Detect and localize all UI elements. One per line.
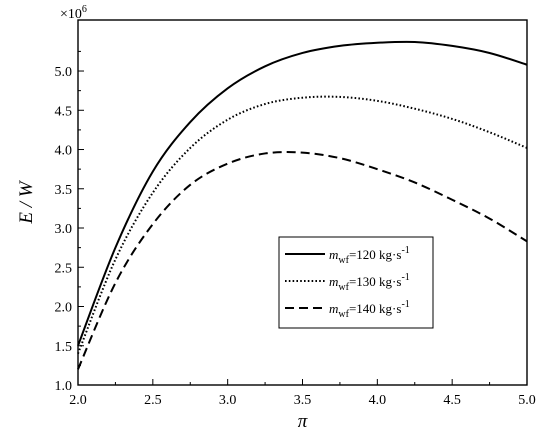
legend-label-main: m xyxy=(329,274,338,289)
series-layer xyxy=(77,40,528,370)
legend-label-rest: =130 kg·s xyxy=(349,274,401,289)
x-tick-label: 3.5 xyxy=(294,393,312,408)
y-multiplier-base: ×10 xyxy=(60,7,82,22)
y-tick-label: 4.5 xyxy=(55,104,73,119)
x-tick-label: 4.0 xyxy=(369,393,387,408)
y-multiplier-exponent: 6 xyxy=(82,4,87,15)
y-tick-label: 2.0 xyxy=(55,301,73,316)
legend-label-subscript: wf xyxy=(338,255,349,266)
series-line-3 xyxy=(77,151,528,370)
y-tick-label: 3.0 xyxy=(55,222,73,237)
legend-label-rest: =140 kg·s xyxy=(349,301,401,316)
y-tick-label: 4.0 xyxy=(55,144,73,159)
series-line-1 xyxy=(77,40,528,347)
legend-label-rest: =120 kg·s xyxy=(349,247,401,262)
x-tick-label: 4.5 xyxy=(443,393,461,408)
tick-labels-layer: 2.0 2.5 3.0 3.5 4.0 4.5 5.0 1.0 1.5 2.0 2.5 3.0 3.5 4… xyxy=(55,65,536,408)
legend-label-superscript: -1 xyxy=(401,245,409,256)
y-tick-label: 1.5 xyxy=(55,340,73,355)
x-tick-label: 2.0 xyxy=(69,393,87,408)
y-tick-label: 5.0 xyxy=(55,65,73,80)
legend-label-main: m xyxy=(329,247,338,262)
legend-label-superscript: -1 xyxy=(401,272,409,283)
x-axis-title: π xyxy=(298,411,308,432)
x-tick-label: 5.0 xyxy=(518,393,536,408)
legend-label-subscript: wf xyxy=(338,309,349,320)
ticks-layer xyxy=(77,50,528,386)
y-tick-label: 2.5 xyxy=(55,261,73,276)
x-tick-label: 3.0 xyxy=(219,393,237,408)
plot-frame xyxy=(77,19,528,386)
y-tick-label: 3.5 xyxy=(55,183,73,198)
legend-label-subscript: wf xyxy=(338,282,349,293)
y-axis-multiplier: ×106 xyxy=(60,4,87,22)
x-tick-label: 2.5 xyxy=(144,393,162,408)
legend-label-2: mwf=130 kg·s-1 xyxy=(329,272,410,293)
series-line-2 xyxy=(77,95,528,354)
legend-label-3: mwf=140 kg·s-1 xyxy=(329,299,410,320)
y-tick-label: 1.0 xyxy=(55,379,73,394)
legend-label-1: mwf=120 kg·s-1 xyxy=(329,245,410,266)
legend-box xyxy=(278,236,434,329)
y-axis-title: E / W xyxy=(16,179,37,224)
legend-label-superscript: -1 xyxy=(401,299,409,310)
legend-label-main: m xyxy=(329,301,338,316)
y-axis-title-text: E / W xyxy=(16,179,37,224)
